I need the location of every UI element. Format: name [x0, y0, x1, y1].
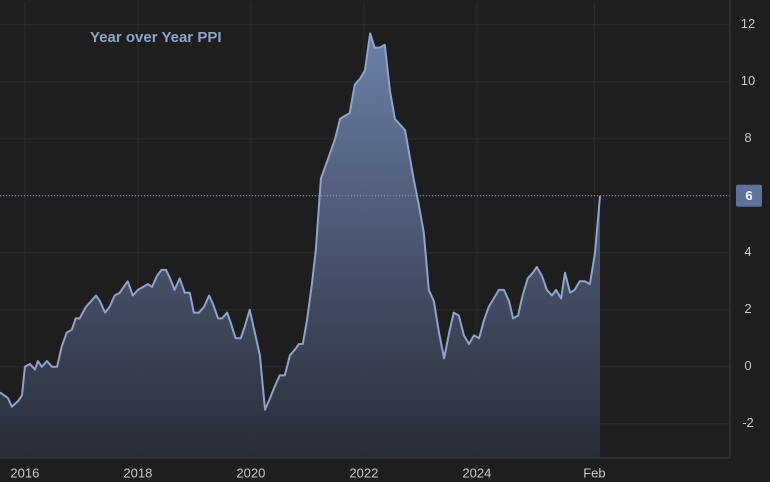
y-tick-label: -2 [742, 415, 754, 430]
x-tick-label: 2018 [123, 465, 152, 480]
x-tick-label: 2020 [236, 465, 265, 480]
y-tick-label: 4 [744, 244, 751, 259]
y-tick-label: 2 [744, 301, 751, 316]
y-tick-label: 10 [741, 73, 755, 88]
x-tick-label: Feb [583, 465, 605, 480]
line [0, 32, 601, 411]
y-tick-label: 0 [744, 358, 751, 373]
x-tick-label: 2024 [462, 465, 491, 480]
x-tick-label: 2016 [10, 465, 39, 480]
last-value-label: 6 [745, 188, 752, 203]
last-value-box [736, 184, 762, 207]
y-tick-label: 12 [741, 16, 755, 31]
y-tick-label: 8 [744, 130, 751, 145]
chart-title: Year over Year PPI [90, 29, 222, 46]
x-tick-label: 2022 [349, 465, 378, 480]
area [0, 33, 600, 459]
